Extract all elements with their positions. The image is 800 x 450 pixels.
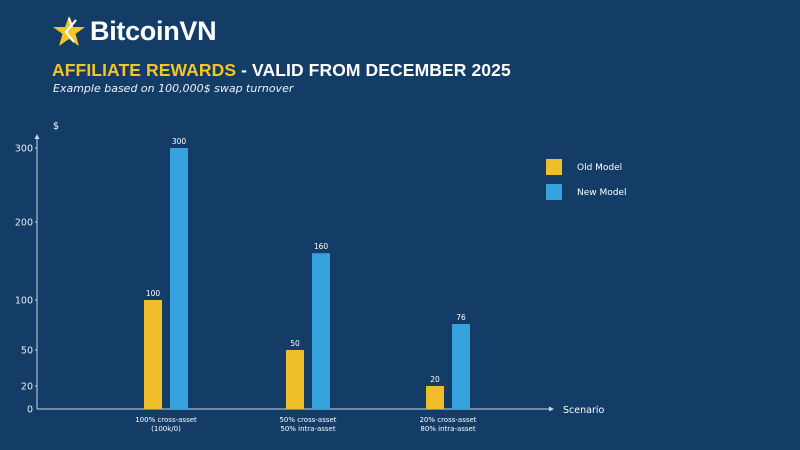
new-model-bar xyxy=(170,148,188,409)
x-axis-title: Scenario xyxy=(563,405,604,416)
legend-swatch xyxy=(546,184,562,200)
category-labels: 100% cross-asset(100k/0) 50% cross-asset5… xyxy=(135,416,477,433)
new-model-bar xyxy=(452,324,470,409)
x-category-label: 50% intra-asset xyxy=(280,425,335,433)
x-axis-arrow-icon xyxy=(549,406,554,412)
bar-value-label: 20 xyxy=(430,375,440,384)
x-category-label: 20% cross-asset xyxy=(419,416,476,424)
bar-value-label: 300 xyxy=(172,137,187,146)
legend-label: Old Model xyxy=(577,163,622,173)
y-tick-label: 50 xyxy=(21,346,33,357)
x-category-label: 50% cross-asset xyxy=(279,416,336,424)
title-rest: - VALID FROM DECEMBER 2025 xyxy=(236,60,511,80)
old-model-bar xyxy=(286,350,304,409)
y-tick-label: 200 xyxy=(15,218,33,229)
legend: Old Model New Model xyxy=(546,159,627,200)
legend-swatch xyxy=(546,159,562,175)
new-model-bar xyxy=(312,253,330,409)
title-highlight: AFFILIATE REWARDS xyxy=(52,60,237,80)
bar-value-label: 50 xyxy=(290,339,300,348)
y-axis-arrow-icon xyxy=(34,134,40,139)
y-tick-label: 20 xyxy=(21,382,33,393)
brand-logo: BitcoinVN xyxy=(52,14,217,48)
x-category-label: (100k/0) xyxy=(151,425,181,433)
bars: 100 300 50 160 20 76 xyxy=(144,137,470,409)
bar-value-label: 100 xyxy=(146,289,161,298)
y-ticks: 0 20 50 100 200 300 xyxy=(15,144,37,416)
y-axis-title: $ xyxy=(53,121,59,132)
page-subtitle: Example based on 100,000$ swap turnover xyxy=(53,82,294,95)
old-model-bar xyxy=(144,300,162,409)
y-tick-label: 0 xyxy=(27,405,33,416)
star-icon xyxy=(53,16,85,46)
page-title: AFFILIATE REWARDS - VALID FROM DECEMBER … xyxy=(52,60,511,81)
bar-value-label: 76 xyxy=(456,313,466,322)
old-model-bar xyxy=(426,386,444,409)
brand-name: BitcoinVN xyxy=(90,15,217,46)
x-category-label: 80% intra-asset xyxy=(420,425,475,433)
legend-label: New Model xyxy=(577,188,627,198)
x-category-label: 100% cross-asset xyxy=(135,416,197,424)
bar-value-label: 160 xyxy=(314,242,329,251)
y-tick-label: 100 xyxy=(15,296,33,307)
y-tick-label: 300 xyxy=(15,144,33,155)
